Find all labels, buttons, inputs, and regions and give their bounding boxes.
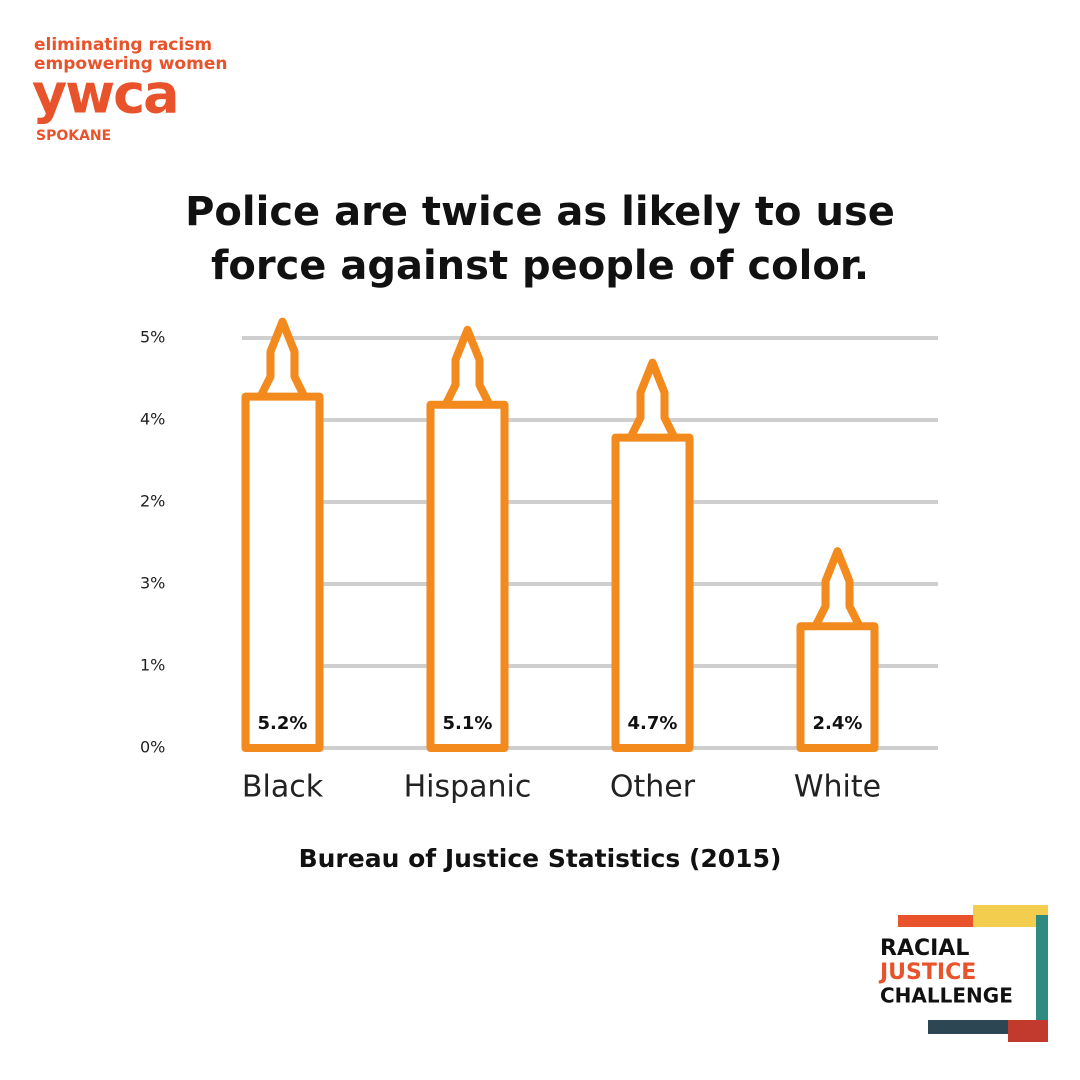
candle-bar <box>611 358 694 752</box>
badge-bar <box>898 915 973 927</box>
value-label: 2.4% <box>813 713 863 734</box>
candle-bar <box>241 317 324 752</box>
y-tick-label: 1% <box>140 656 165 675</box>
chart-title: Police are twice as likely to use <box>185 189 895 235</box>
x-tick-label: White <box>794 770 881 805</box>
y-tick-label: 0% <box>140 738 165 757</box>
logo-city: SPOKANE <box>36 128 111 144</box>
badge-bar <box>1036 915 1048 1027</box>
badge-text: RACIAL <box>880 936 969 961</box>
badge-bar <box>1008 1020 1048 1042</box>
y-tick-label: 5% <box>140 328 165 347</box>
y-tick-label: 2% <box>140 492 165 511</box>
value-label: 4.7% <box>628 713 678 734</box>
y-tick-label: 3% <box>140 574 165 593</box>
value-label: 5.2% <box>258 713 308 734</box>
logo-tagline: empowering women <box>34 54 227 74</box>
badge-bar <box>973 905 1048 927</box>
x-tick-label: Hispanic <box>404 770 532 805</box>
badge-text: CHALLENGE <box>880 984 1013 1008</box>
x-tick-label: Black <box>242 770 324 805</box>
badge-bg <box>870 927 1036 1020</box>
badge-text: JUSTICE <box>878 960 976 985</box>
candle-bar <box>426 325 509 752</box>
value-label: 5.1% <box>443 713 493 734</box>
candle-bar <box>796 547 879 752</box>
badge-bar <box>928 1020 1018 1034</box>
logo-name: ywca <box>32 63 178 126</box>
badge: RACIAL JUSTICE CHALLENGE <box>870 905 1048 1042</box>
logo-tagline: eliminating racism <box>34 35 212 55</box>
chart-title: force against people of color. <box>211 243 869 289</box>
y-tick-label: 4% <box>140 410 165 429</box>
source: Bureau of Justice Statistics (2015) <box>299 844 782 873</box>
x-tick-label: Other <box>610 770 696 805</box>
